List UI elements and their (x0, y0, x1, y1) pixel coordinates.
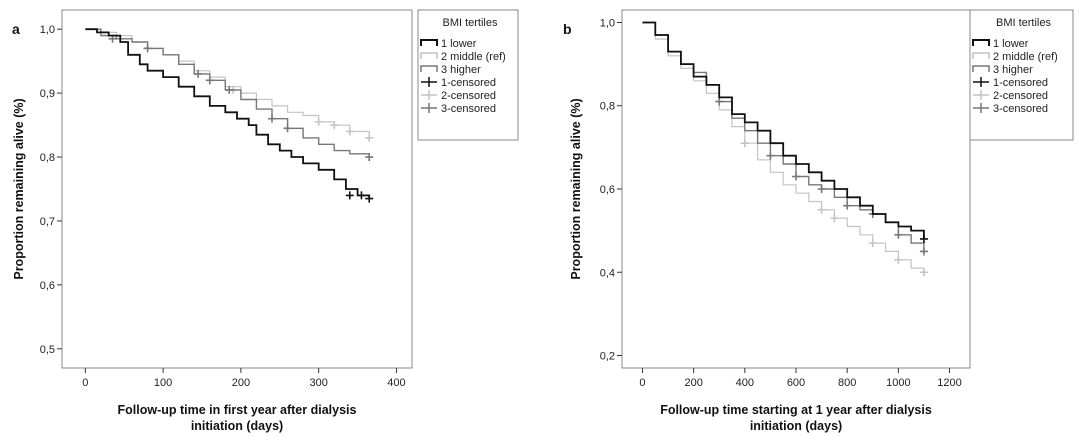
censor-mark-higher (715, 97, 724, 106)
x-tick-label: 0 (639, 377, 645, 389)
censor-mark-middle (894, 255, 903, 264)
legend-key-middle (972, 52, 990, 59)
series-line-lower (85, 28, 371, 199)
legend-censor-key-higher (421, 103, 437, 113)
censor-mark-middle (817, 205, 826, 214)
censor-mark-middle (740, 139, 749, 148)
censor-mark-lower (345, 191, 354, 200)
legend-entry-label: 3 higher (993, 64, 1033, 76)
legend-box (417, 9, 519, 141)
y-tick-label: 0,9 (40, 88, 55, 100)
legend-entry-label: 2 middle (ref) (441, 51, 506, 63)
legend-entry-label: 1-censored (441, 77, 496, 89)
legend-title: BMI tertiles (442, 17, 498, 29)
censor-mark-higher (194, 69, 203, 78)
y-tick-label: 0,2 (600, 351, 615, 363)
y-tick-label: 0,8 (600, 101, 615, 113)
legend-censor-key-lower (421, 77, 437, 87)
censor-mark-higher (919, 247, 928, 256)
legend-censor-key-middle (421, 90, 437, 100)
y-tick-label: 0,6 (40, 280, 55, 292)
censor-mark-higher (766, 151, 775, 160)
legend-entry-label: 3 higher (441, 64, 481, 76)
legend-entry-label: 3-censored (993, 103, 1048, 115)
panel-letter: a (12, 21, 20, 37)
censor-mark-middle (365, 133, 374, 142)
legend-key-higher (420, 65, 438, 72)
legend-entry-label: 1 lower (993, 38, 1029, 50)
legend-box (969, 9, 1074, 141)
y-tick-label: 0,5 (40, 344, 55, 356)
legend-censor-key-higher (973, 103, 989, 113)
legend-entry-label: 2-censored (441, 90, 496, 102)
x-tick-label: 800 (838, 377, 856, 389)
legend-title: BMI tertiles (996, 17, 1052, 29)
legend-entry-label: 1 lower (441, 38, 477, 50)
series-line-lower (642, 21, 925, 239)
x-tick-label: 300 (309, 377, 327, 389)
censor-mark-middle (330, 121, 339, 130)
censor-mark-higher (143, 44, 152, 53)
censor-mark-middle (345, 127, 354, 136)
y-tick-label: 1,0 (600, 17, 615, 29)
legend-censor-key-lower (973, 77, 989, 87)
censor-mark-higher (894, 230, 903, 239)
x-tick-label: 200 (232, 377, 250, 389)
x-tick-label: 100 (154, 377, 172, 389)
y-tick-label: 1,0 (40, 24, 55, 36)
censor-mark-higher (205, 76, 214, 85)
legend-entry-label: 3-censored (441, 103, 496, 115)
censor-mark-higher (365, 153, 374, 162)
x-tick-label: 1000 (886, 377, 910, 389)
legend-entry-label: 1-censored (993, 77, 1048, 89)
x-tick-label: 1200 (937, 377, 961, 389)
censor-mark-higher (283, 124, 292, 133)
plot-frame (61, 9, 413, 369)
y-axis-title: Proportion remaining alive (%) (569, 98, 583, 279)
censor-mark-higher (817, 185, 826, 193)
censor-mark-middle (830, 214, 839, 223)
legend-censor-key-middle (973, 90, 989, 100)
legend-entry-label: 2 middle (ref) (993, 51, 1058, 63)
legend-key-lower (972, 39, 990, 46)
x-axis-title: Follow-up time in first year after dialy… (118, 403, 357, 417)
censor-mark-higher (792, 172, 800, 181)
x-axis-title: initiation (days) (191, 419, 283, 433)
legend-entry-label: 2-censored (993, 90, 1048, 102)
panel-letter: b (563, 21, 572, 37)
series-line-higher (642, 21, 925, 252)
legend-key-middle (420, 52, 438, 59)
x-tick-label: 400 (387, 377, 405, 389)
x-tick-label: 400 (736, 377, 754, 389)
panel-a: a 0,5 0,6 0,7 0,8 0,9 1,0 0 100 200 300 400 Follow-u… (12, 9, 519, 433)
panel-b: b 0,2 0,4 0,6 0,8 1,0 0 200 400 600 800 1000 1200 Fol… (563, 9, 1074, 433)
censor-mark-middle (868, 239, 877, 248)
censor-mark-lower (919, 234, 928, 243)
x-axis-title: Follow-up time starting at 1 year after … (660, 403, 932, 417)
censor-mark-middle (314, 117, 323, 126)
y-axis-title: Proportion remaining alive (%) (12, 98, 26, 279)
censor-mark-lower (357, 191, 366, 200)
y-tick-label: 0,6 (600, 184, 615, 196)
censor-mark-lower (365, 194, 374, 203)
y-tick-label: 0,4 (600, 267, 615, 279)
x-axis-title: initiation (days) (750, 419, 842, 433)
censor-mark-higher (225, 85, 234, 94)
censor-mark-higher (843, 201, 852, 210)
x-tick-label: 200 (684, 377, 702, 389)
y-tick-label: 0,8 (40, 152, 55, 164)
legend-key-higher (972, 65, 990, 72)
x-tick-label: 0 (82, 377, 88, 389)
legend-key-lower (420, 39, 438, 46)
censor-mark-higher (268, 114, 276, 123)
y-tick-label: 0,7 (40, 216, 55, 228)
censor-mark-middle (919, 268, 928, 277)
x-tick-label: 600 (787, 377, 805, 389)
